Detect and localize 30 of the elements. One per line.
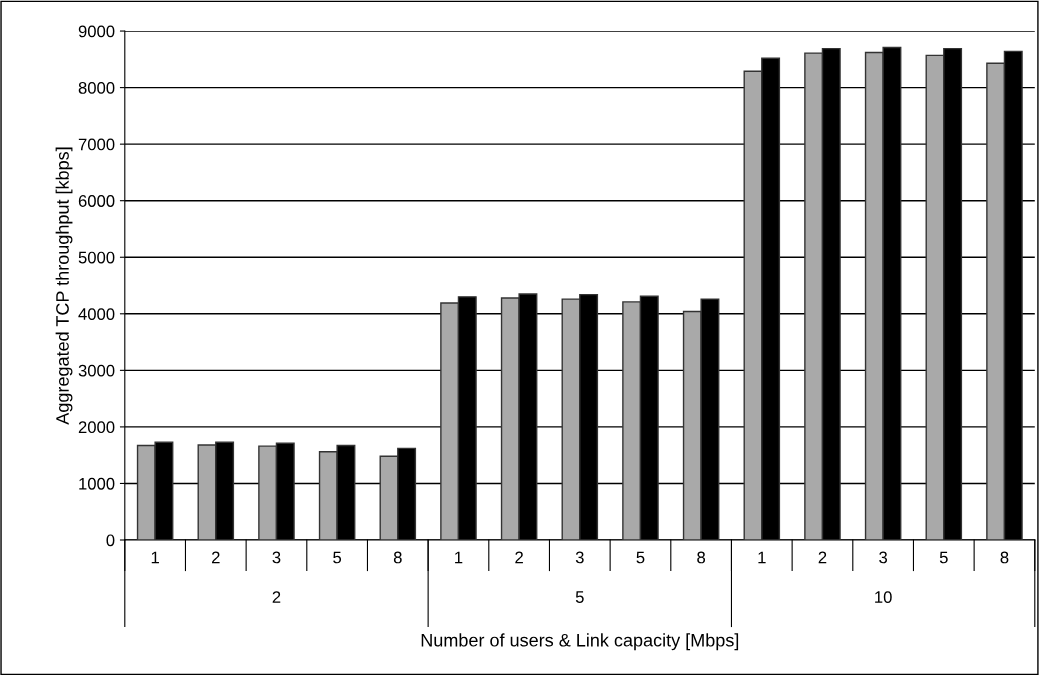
y-tick-label: 9000: [78, 25, 115, 38]
y-tick-label: 0: [106, 534, 115, 547]
y-tick-label: 3000: [78, 364, 115, 377]
x-tick-label: 3: [879, 551, 888, 564]
text: 5: [575, 591, 584, 603]
y-tick-label: 1000: [79, 477, 115, 490]
x-tick-label: 5: [333, 551, 342, 564]
x-axis-title: Number of users & Link capacity [Mbps]: [421, 633, 739, 651]
y-tick-label: 5000: [78, 251, 115, 264]
y-axis-title: Aggregated TCP throughput [kbps]: [55, 147, 73, 425]
y-tick-label: 7000: [78, 138, 115, 151]
text: 2: [272, 591, 281, 603]
x-tick-label: 8: [1000, 551, 1009, 564]
x-tick-label: 2: [515, 551, 523, 564]
y-tick-label: 6000: [78, 195, 115, 207]
x-tick-label: 8: [393, 551, 402, 564]
text: 10: [875, 591, 892, 603]
y-tick-label: 4000: [78, 308, 115, 320]
x-tick-label: 3: [272, 551, 281, 564]
x-tick-label: 3: [575, 551, 584, 564]
x-tick-label: 1: [151, 551, 159, 564]
x-tick-label: 5: [939, 551, 948, 564]
x-tick-label: 2: [212, 551, 220, 564]
y-tick-label: 8000: [78, 82, 115, 94]
x-tick-label: 2: [818, 551, 827, 564]
x-tick-label: 5: [636, 551, 645, 564]
x-tick-label: 1: [455, 551, 463, 564]
x-tick-label: 8: [697, 551, 706, 564]
x-tick-label: 1: [758, 551, 766, 564]
y-tick-label: 2000: [78, 421, 115, 434]
